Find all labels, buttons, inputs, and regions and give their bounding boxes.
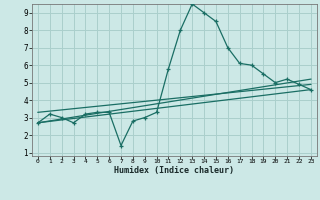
X-axis label: Humidex (Indice chaleur): Humidex (Indice chaleur) bbox=[115, 166, 234, 175]
